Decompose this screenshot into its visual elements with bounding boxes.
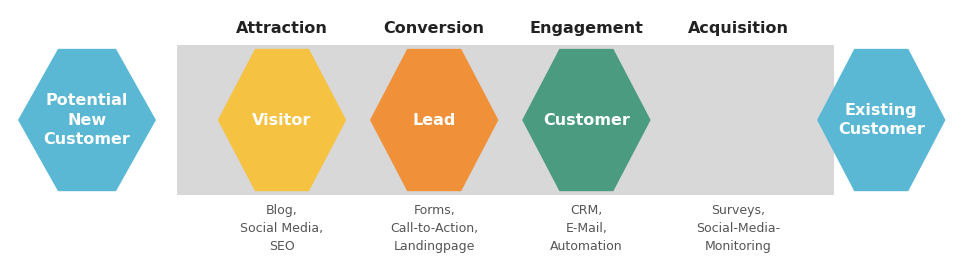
Text: Acquisition: Acquisition [687, 21, 788, 36]
Text: Surveys,
Social-Media-
Monitoring: Surveys, Social-Media- Monitoring [696, 204, 780, 253]
Polygon shape [217, 49, 346, 191]
Polygon shape [521, 49, 650, 191]
Text: Blog,
Social Media,
SEO: Blog, Social Media, SEO [240, 204, 323, 253]
Polygon shape [816, 49, 944, 191]
Text: Existing
Customer: Existing Customer [837, 103, 923, 138]
Text: Forms,
Call-to-Action,
Landingpage: Forms, Call-to-Action, Landingpage [390, 204, 477, 253]
Text: CRM,
E-Mail,
Automation: CRM, E-Mail, Automation [550, 204, 622, 253]
Polygon shape [18, 49, 155, 191]
Text: Customer: Customer [542, 113, 629, 127]
Text: Attraction: Attraction [235, 21, 328, 36]
Text: Conversion: Conversion [383, 21, 484, 36]
Text: Visitor: Visitor [252, 113, 312, 127]
Polygon shape [370, 49, 497, 191]
Text: Lead: Lead [412, 113, 456, 127]
Text: Engagement: Engagement [529, 21, 642, 36]
FancyBboxPatch shape [177, 45, 833, 195]
Text: Potential
New
Customer: Potential New Customer [44, 93, 131, 147]
